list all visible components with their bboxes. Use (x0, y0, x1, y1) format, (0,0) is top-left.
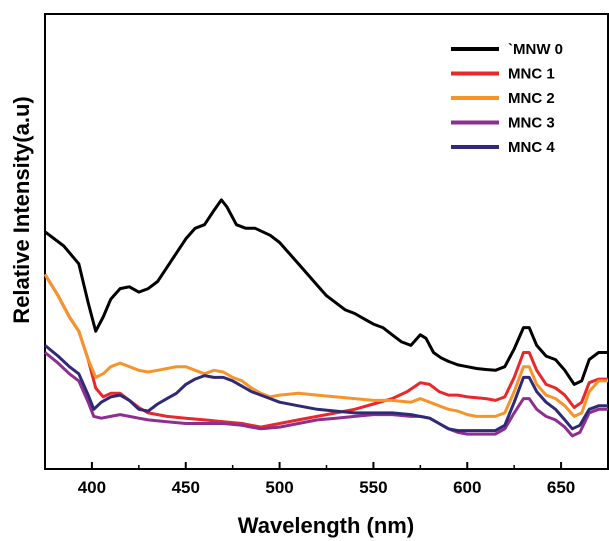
series-layer (43, 198, 608, 438)
x-ticks: 400 450 500 550 600 650 (78, 462, 609, 497)
legend-label-0: `MNW 0 (508, 41, 563, 58)
legend: `MNW 0 MNC 1 MNC 2 MNC 3 MNC 4 (451, 41, 563, 156)
x-tick-label-500: 500 (265, 478, 293, 497)
x-tick-label-600: 600 (453, 478, 481, 497)
legend-label-3: MNC 3 (508, 115, 555, 132)
series-line-4 (44, 344, 608, 433)
legend-label-4: MNC 4 (508, 139, 555, 156)
legend-label-2: MNC 2 (508, 90, 555, 107)
x-tick-label-450: 450 (172, 478, 200, 497)
series-line-0 (44, 198, 608, 386)
x-tick-label-650: 650 (547, 478, 575, 497)
series-line-2 (43, 273, 608, 418)
x-tick-label-550: 550 (359, 478, 387, 497)
series-line-1 (43, 273, 608, 429)
y-axis-title: Relative Intensity(a.u) (9, 96, 34, 323)
series-line-3 (44, 351, 608, 438)
legend-label-1: MNC 1 (508, 66, 555, 83)
x-tick-label-400: 400 (78, 478, 106, 497)
x-axis-title: Wavelength (nm) (238, 513, 414, 538)
